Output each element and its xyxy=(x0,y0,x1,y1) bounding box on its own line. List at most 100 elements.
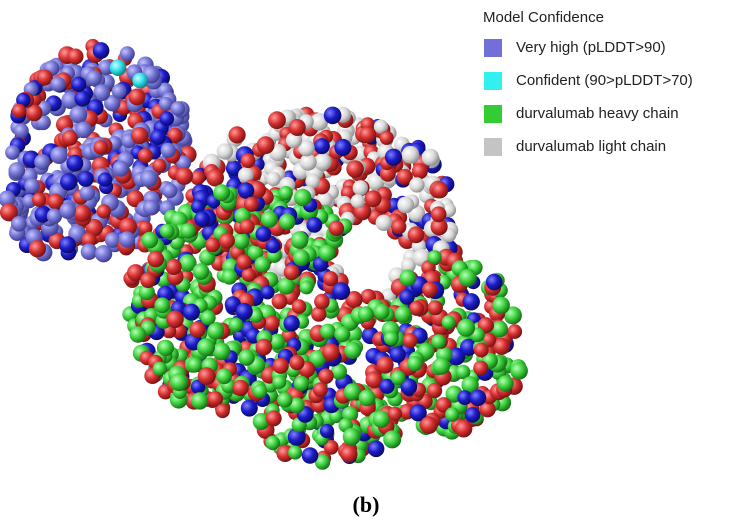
atom xyxy=(459,269,477,287)
atom xyxy=(373,411,390,428)
atom xyxy=(110,59,126,75)
atom xyxy=(8,162,25,179)
atom xyxy=(213,184,230,201)
legend-label: durvalumab light chain xyxy=(516,138,666,155)
legend-swatch xyxy=(484,138,502,156)
atom xyxy=(474,343,489,358)
atom xyxy=(5,145,20,160)
atom xyxy=(213,343,231,361)
legend-swatch xyxy=(484,39,502,57)
atom xyxy=(24,178,39,193)
atom xyxy=(219,233,235,249)
atom xyxy=(29,240,46,257)
atom xyxy=(294,189,311,206)
legend-label: Very high (pLDDT>90) xyxy=(516,39,666,56)
atom xyxy=(131,127,148,144)
figure: Model Confidence Very high (pLDDT>90)Con… xyxy=(0,0,733,526)
atom xyxy=(465,407,481,423)
atom xyxy=(12,104,26,118)
atom xyxy=(62,130,78,146)
atom xyxy=(201,310,216,325)
atom xyxy=(314,153,331,170)
atom xyxy=(277,392,292,407)
atom xyxy=(300,154,317,171)
atom xyxy=(377,356,394,373)
atom xyxy=(268,111,286,129)
atom xyxy=(238,349,254,365)
atom xyxy=(340,445,357,462)
atom xyxy=(129,89,146,106)
atom xyxy=(463,293,480,310)
atom xyxy=(412,163,428,179)
atom xyxy=(294,376,309,391)
atom xyxy=(284,264,300,280)
atom xyxy=(153,362,167,376)
atom xyxy=(433,357,450,374)
atom xyxy=(11,216,27,232)
atom xyxy=(229,318,244,333)
atom xyxy=(150,129,166,145)
atom xyxy=(359,390,376,407)
atom xyxy=(253,384,267,398)
legend-title: Model Confidence xyxy=(483,9,604,26)
atom xyxy=(59,236,76,253)
atom xyxy=(455,420,473,438)
atom xyxy=(402,146,420,164)
atom xyxy=(399,270,416,287)
figure-canvas: Model Confidence Very high (pLDDT>90)Con… xyxy=(0,0,733,526)
atom xyxy=(242,268,256,282)
atom xyxy=(383,430,401,448)
atom xyxy=(279,214,295,230)
atom xyxy=(132,73,148,89)
atom xyxy=(260,285,274,299)
atom xyxy=(320,324,336,340)
atom xyxy=(334,139,351,156)
atom xyxy=(206,169,224,187)
atom xyxy=(95,245,112,262)
atom xyxy=(78,171,94,187)
atom xyxy=(229,126,246,143)
atom xyxy=(343,428,361,446)
atom xyxy=(158,340,174,356)
atom xyxy=(75,122,92,139)
atom xyxy=(266,239,280,253)
atom xyxy=(244,197,259,212)
legend-swatch xyxy=(484,72,502,90)
atom xyxy=(197,338,215,356)
atom xyxy=(323,271,338,286)
atom xyxy=(358,306,374,322)
atom xyxy=(189,322,205,338)
atom xyxy=(397,197,414,214)
atom xyxy=(470,390,487,407)
atom xyxy=(140,170,157,187)
atom xyxy=(368,441,385,458)
atom xyxy=(261,211,278,228)
atom xyxy=(119,231,135,247)
atom xyxy=(160,224,175,239)
atom xyxy=(216,368,232,384)
atom xyxy=(120,46,135,61)
atom xyxy=(143,200,159,216)
atom xyxy=(175,167,193,185)
atom xyxy=(161,143,176,158)
atom xyxy=(93,140,108,155)
atom xyxy=(232,380,248,396)
atom xyxy=(273,358,289,374)
atom xyxy=(320,424,334,438)
legend-swatch xyxy=(484,105,502,123)
atom xyxy=(170,373,188,391)
atom xyxy=(491,321,508,338)
atom xyxy=(374,304,390,320)
atom xyxy=(351,194,365,208)
atom xyxy=(279,186,293,200)
atom xyxy=(266,410,282,426)
atom xyxy=(171,101,186,116)
atom xyxy=(289,355,304,370)
atom xyxy=(272,294,288,310)
atom xyxy=(332,282,350,300)
atom xyxy=(289,119,306,136)
atom xyxy=(154,297,170,313)
atom xyxy=(445,407,459,421)
atom xyxy=(142,232,159,249)
atom xyxy=(160,111,175,126)
